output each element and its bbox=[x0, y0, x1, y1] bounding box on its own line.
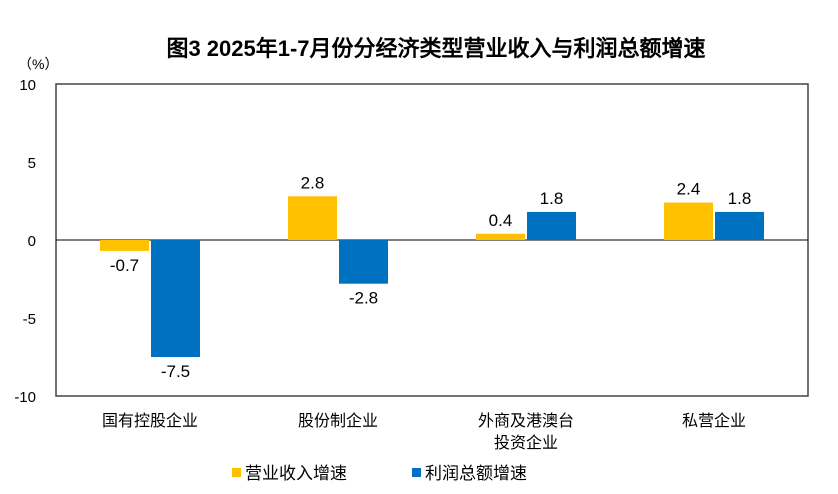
legend-swatch bbox=[232, 468, 241, 477]
bar-profit bbox=[151, 240, 200, 357]
x-tick-label: 外商及港澳台 bbox=[478, 412, 574, 430]
x-tick-label: 股份制企业 bbox=[298, 412, 378, 430]
bar-profit bbox=[715, 211, 764, 240]
data-label: -0.7 bbox=[110, 256, 139, 275]
x-tick-label: 投资企业 bbox=[494, 434, 558, 452]
legend-label: 利润总额增速 bbox=[425, 464, 527, 483]
y-tick-label: -5 bbox=[23, 311, 36, 328]
data-label: -7.5 bbox=[161, 362, 190, 381]
chart-title: 图3 2025年1-7月份分经济类型营业收入与利润总额增速 bbox=[166, 36, 705, 61]
bar-revenue bbox=[476, 233, 525, 240]
y-axis-unit: （%） bbox=[18, 56, 58, 72]
y-tick-label: -10 bbox=[14, 389, 36, 406]
bar-profit bbox=[527, 211, 576, 240]
data-label: 2.4 bbox=[677, 180, 701, 199]
data-label: 1.8 bbox=[728, 189, 752, 208]
data-label: 0.4 bbox=[489, 211, 513, 230]
x-tick-label: 国有控股企业 bbox=[102, 412, 198, 430]
legend-label: 营业收入增速 bbox=[245, 464, 347, 483]
bar-profit bbox=[339, 240, 388, 284]
bar-revenue bbox=[664, 202, 713, 240]
x-tick-label: 私营企业 bbox=[682, 412, 746, 430]
legend-swatch bbox=[412, 468, 421, 477]
data-label: -2.8 bbox=[349, 289, 378, 308]
y-tick-label: 5 bbox=[28, 155, 36, 172]
y-tick-label: 0 bbox=[28, 233, 36, 250]
bar-revenue bbox=[288, 196, 337, 240]
data-label: 1.8 bbox=[540, 189, 564, 208]
data-label: 2.8 bbox=[301, 173, 325, 192]
y-tick-label: 10 bbox=[19, 77, 36, 94]
bar-revenue bbox=[100, 240, 149, 251]
